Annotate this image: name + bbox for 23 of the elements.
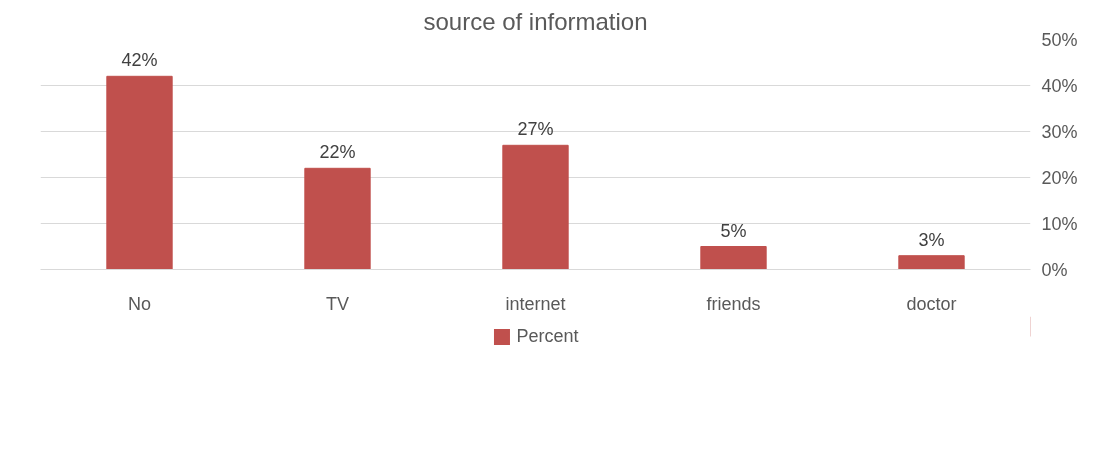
x-tick-label: doctor [906,293,957,314]
x-tick-label: internet [505,293,566,314]
x-tick-label: No [128,293,152,314]
bar [304,167,371,270]
y-tick-label: 0% [1041,259,1068,280]
y-tick-label: 40% [1041,75,1078,96]
bar [700,246,767,270]
y-tick-label: 10% [1041,213,1078,234]
legend-label: Percent [516,325,579,347]
data-label: 42% [121,50,158,71]
data-label: 22% [319,142,356,163]
bar [502,144,569,270]
y-tick-label: 50% [1041,29,1078,50]
data-label: 5% [720,220,747,241]
x-tick-label: friends [706,293,761,314]
bar [898,255,965,270]
data-label: 3% [918,229,945,250]
y-tick-label: 20% [1041,167,1078,188]
data-label: 27% [517,119,554,140]
chart-title: source of information [423,7,648,35]
x-tick-label: TV [326,293,350,314]
y-tick-label: 30% [1041,121,1078,142]
bar [106,75,173,270]
